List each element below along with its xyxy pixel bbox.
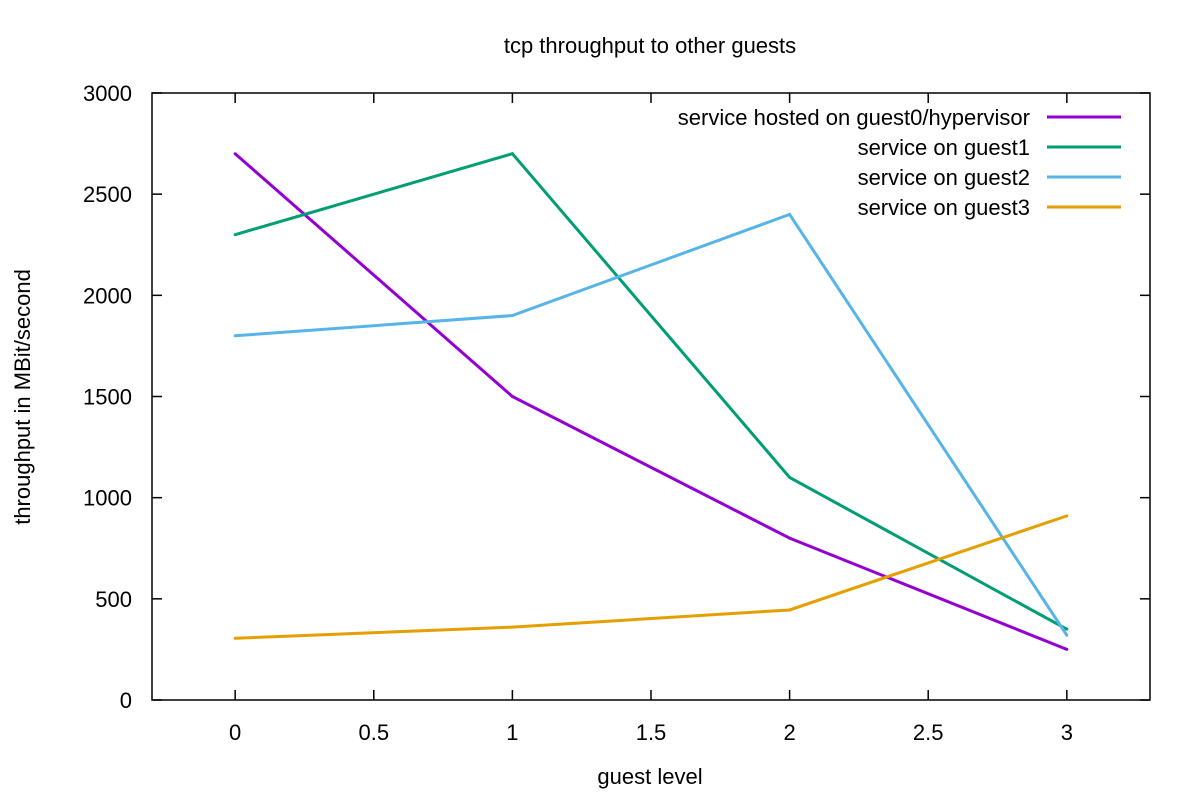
x-tick-label: 1 — [506, 720, 518, 745]
data-point — [788, 608, 792, 612]
data-point — [1065, 647, 1069, 651]
y-tick-label: 3000 — [83, 81, 132, 106]
data-point — [1065, 627, 1069, 631]
data-point — [233, 152, 237, 156]
legend-label: service on guest2 — [858, 165, 1030, 190]
legend-label: service on guest3 — [858, 195, 1030, 220]
data-point — [510, 314, 514, 318]
data-point — [510, 152, 514, 156]
data-point — [1065, 514, 1069, 518]
data-point — [233, 334, 237, 338]
plot-frame — [151, 92, 1151, 701]
data-point — [510, 625, 514, 629]
x-axis-label: guest level — [597, 764, 702, 789]
data-point — [788, 212, 792, 216]
x-tick-label: 2 — [783, 720, 795, 745]
legend-label: service hosted on guest0/hypervisor — [678, 105, 1030, 130]
x-tick-label: 0.5 — [358, 720, 389, 745]
data-point — [788, 536, 792, 540]
legend-label: service on guest1 — [858, 135, 1030, 160]
data-point — [233, 233, 237, 237]
y-tick-label: 1500 — [83, 385, 132, 410]
series-line-1 — [234, 151, 1068, 631]
x-tick-label: 0 — [229, 720, 241, 745]
y-tick-label: 2500 — [83, 182, 132, 207]
series-line-3 — [235, 514, 1068, 640]
x-tick-label: 3 — [1061, 720, 1073, 745]
x-tick-label: 1.5 — [636, 720, 667, 745]
data-point — [510, 395, 514, 398]
series-line-2 — [235, 212, 1069, 637]
y-tick-label: 0 — [120, 688, 132, 713]
y-tick-label: 1000 — [83, 486, 132, 511]
y-tick-label: 2000 — [83, 283, 132, 308]
series-line-0 — [234, 152, 1068, 651]
chart-title: tcp throughput to other guests — [504, 33, 796, 58]
data-point — [788, 475, 792, 479]
data-point — [1065, 633, 1069, 637]
y-axis-label: throughput in MBit/second — [10, 269, 35, 525]
x-tick-label: 2.5 — [913, 720, 944, 745]
data-point — [233, 636, 237, 640]
y-tick-label: 500 — [95, 587, 132, 612]
